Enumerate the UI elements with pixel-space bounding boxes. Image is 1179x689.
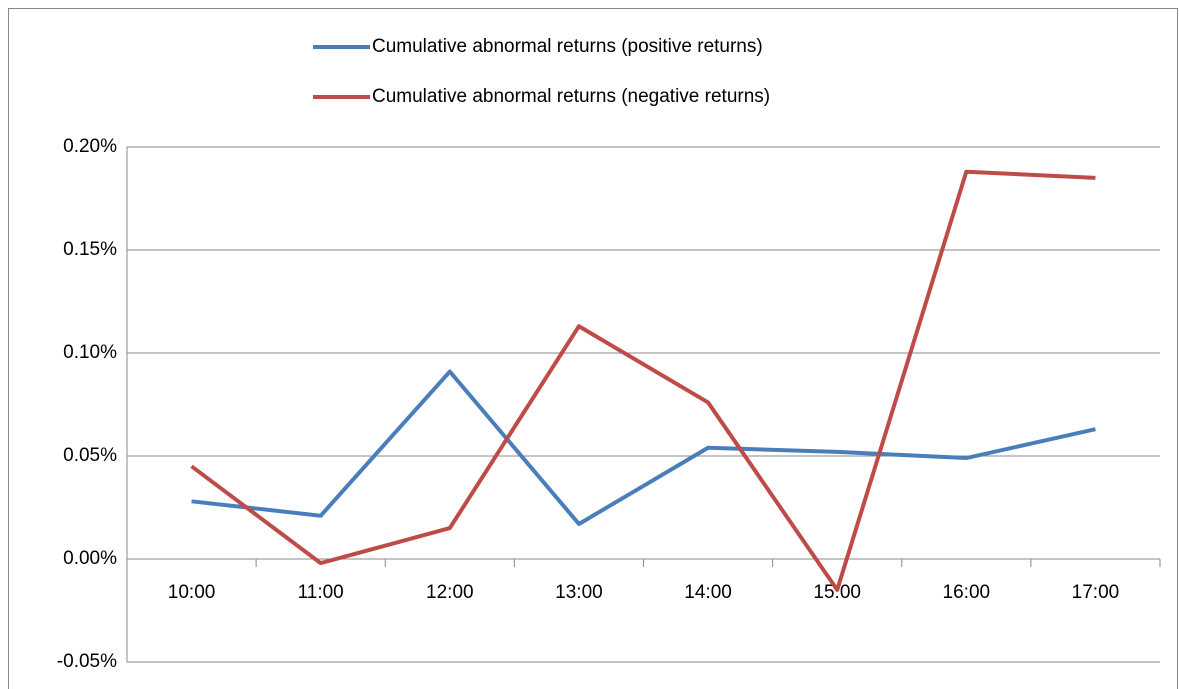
x-tick-label: 17:00 — [1072, 582, 1120, 603]
x-tick-label: 10:00 — [168, 582, 216, 603]
x-tick-label: 14:00 — [684, 582, 732, 603]
y-tick-label: 0.00% — [63, 548, 117, 569]
y-tick-label: 0.20% — [63, 136, 117, 157]
y-tick-label: 0.15% — [63, 239, 117, 260]
chart-frame — [8, 8, 1178, 689]
legend-label: Cumulative abnormal returns (negative re… — [372, 86, 770, 107]
x-tick-label: 13:00 — [555, 582, 603, 603]
x-tick-label: 12:00 — [426, 582, 474, 603]
y-tick-label: 0.10% — [63, 342, 117, 363]
series-line — [190, 169, 1096, 592]
x-tick-label: 11:00 — [298, 582, 344, 603]
x-tick-label: 15:00 — [813, 582, 861, 603]
y-tick-label: 0.05% — [63, 445, 117, 466]
legend-label: Cumulative abnormal returns (positive re… — [372, 36, 763, 57]
y-tick-label: -0.05% — [57, 651, 117, 672]
series-line — [191, 369, 1096, 526]
x-tick-label: 16:00 — [943, 582, 991, 603]
